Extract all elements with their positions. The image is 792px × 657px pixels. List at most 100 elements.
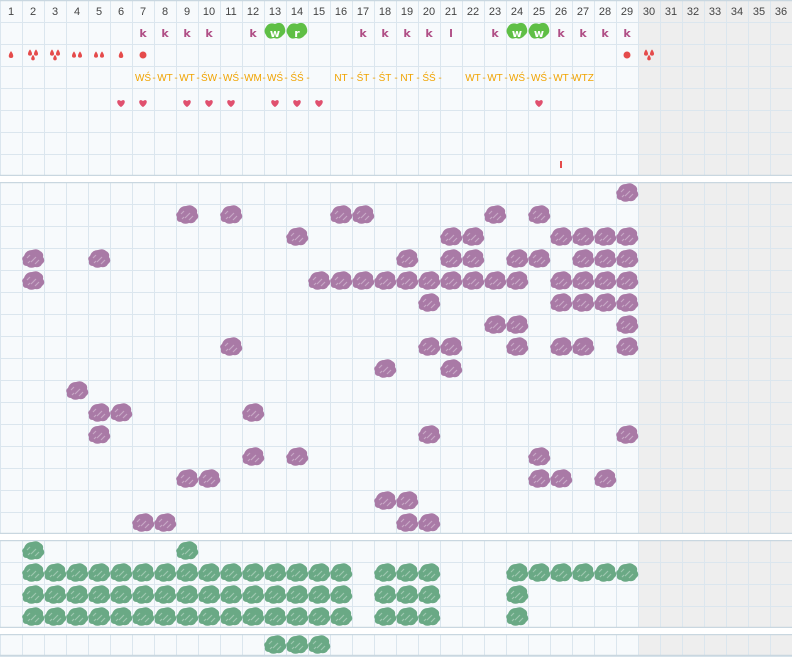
purple-blob — [528, 249, 551, 268]
day-code: WŚ — [509, 71, 525, 84]
column-number: 21 — [445, 6, 457, 18]
purple-blob-texture — [488, 210, 502, 221]
purple-blob — [418, 293, 441, 312]
green-blob-texture — [378, 590, 392, 601]
purple-blob — [572, 337, 595, 356]
purple-blob — [330, 271, 353, 290]
column-number: 35 — [753, 6, 765, 18]
day-letter: k — [491, 27, 499, 40]
green-blob-texture — [158, 612, 172, 623]
purple-blob-texture — [598, 276, 612, 287]
green-blob — [550, 563, 573, 582]
green-blob — [264, 585, 287, 604]
code-separator: - — [218, 73, 221, 84]
day-letter: k — [139, 27, 147, 40]
purple-blob-texture — [488, 276, 502, 287]
day-code: ŚT — [379, 71, 392, 84]
code-separator: - — [196, 73, 199, 84]
purple-blob — [616, 249, 639, 268]
badge-blob — [528, 22, 550, 39]
green-blob — [88, 607, 111, 626]
green-blob — [330, 585, 353, 604]
green-blob-texture — [598, 568, 612, 579]
green-blob-texture — [532, 568, 546, 579]
green-blob-texture — [48, 590, 62, 601]
badge-letter: w — [270, 27, 280, 40]
green-blob — [528, 563, 551, 582]
green-blob — [396, 563, 419, 582]
purple-blob-texture — [554, 232, 568, 243]
column-number: 12 — [247, 6, 259, 18]
purple-blob — [506, 315, 529, 334]
purple-blob-texture — [598, 254, 612, 265]
purple-blob — [308, 271, 331, 290]
column-number: 13 — [269, 6, 281, 18]
drop-icon — [31, 54, 35, 61]
purple-blob — [616, 293, 639, 312]
code-separator: - — [240, 73, 243, 84]
green-blob-texture — [26, 546, 40, 557]
green-blob-texture — [202, 568, 216, 579]
green-blob-texture — [334, 590, 348, 601]
purple-blob — [440, 359, 463, 378]
purple-blob-texture — [180, 210, 194, 221]
green-blob — [154, 607, 177, 626]
day-code: WŚ — [267, 71, 283, 84]
green-blob — [242, 563, 265, 582]
purple-blob-texture — [400, 518, 414, 529]
green-blob-texture — [136, 568, 150, 579]
green-blob-texture — [136, 612, 150, 623]
purple-blob — [594, 249, 617, 268]
purple-blob — [396, 491, 419, 510]
purple-blob — [286, 227, 309, 246]
green-blob-texture — [70, 612, 84, 623]
code-separator: - — [526, 73, 529, 84]
drop-icon — [49, 49, 55, 56]
purple-blob-texture — [246, 452, 260, 463]
purple-blob — [572, 227, 595, 246]
purple-blob-texture — [334, 276, 348, 287]
drop-icon — [77, 51, 83, 58]
purple-blob-texture — [576, 276, 590, 287]
day-code: WT — [157, 73, 173, 84]
purple-blob — [616, 315, 639, 334]
drop-icon — [27, 49, 33, 56]
column-number: 28 — [599, 6, 611, 18]
green-blob — [264, 635, 287, 654]
green-blob — [396, 585, 419, 604]
green-blob — [242, 585, 265, 604]
purple-blob-texture — [598, 232, 612, 243]
column-number: 10 — [203, 6, 215, 18]
purple-blob-texture — [620, 232, 634, 243]
column-number: 5 — [96, 6, 102, 18]
green-blob — [22, 607, 45, 626]
badge-blob — [506, 22, 528, 39]
drop-icon — [93, 51, 99, 58]
heart-icon — [183, 100, 191, 107]
purple-blob — [550, 469, 573, 488]
badge-letter: w — [534, 27, 544, 40]
drop-icon — [99, 51, 105, 58]
green-blob-texture — [224, 590, 238, 601]
day-letter: k — [425, 27, 433, 40]
column-number: 14 — [291, 6, 303, 18]
purple-blob-texture — [466, 276, 480, 287]
purple-blob-texture — [532, 452, 546, 463]
green-blob — [418, 585, 441, 604]
column-number: 27 — [577, 6, 589, 18]
drop-icon — [71, 51, 77, 58]
day-letter: k — [381, 27, 389, 40]
green-blob-texture — [114, 612, 128, 623]
green-blob — [242, 607, 265, 626]
green-blob-texture — [26, 568, 40, 579]
badge-letter: r — [294, 27, 300, 40]
column-number: 18 — [379, 6, 391, 18]
green-blob — [132, 585, 155, 604]
green-blob — [22, 563, 45, 582]
purple-blob — [418, 425, 441, 444]
green-blob — [198, 563, 221, 582]
purple-blob-texture — [422, 430, 436, 441]
green-blob — [176, 563, 199, 582]
purple-blob — [396, 513, 419, 532]
day-code: ŚW — [201, 71, 218, 84]
